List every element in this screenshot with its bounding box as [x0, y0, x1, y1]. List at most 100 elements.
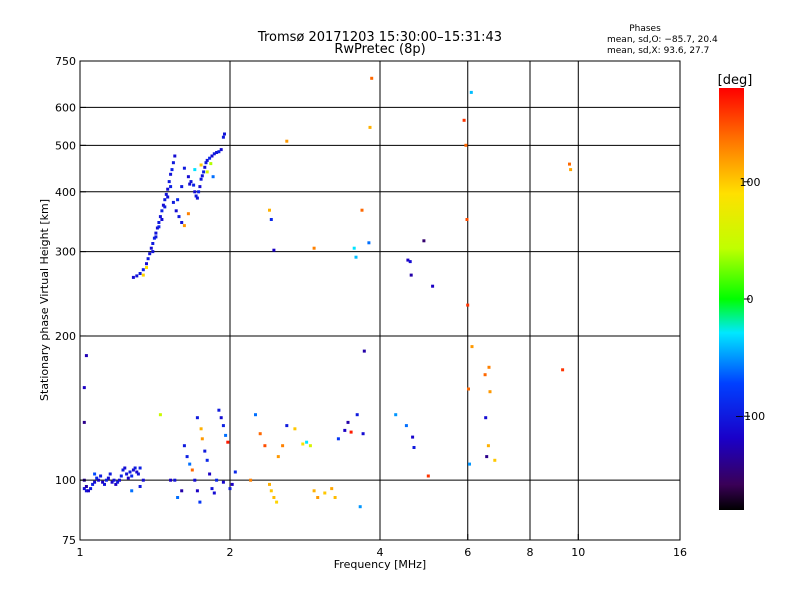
data-point: [226, 440, 230, 444]
data-point: [118, 478, 121, 482]
y-tick-label: 600: [55, 101, 76, 114]
data-point: [360, 208, 364, 212]
data-point: [84, 489, 88, 493]
data-point: [158, 215, 162, 219]
data-point: [409, 273, 413, 277]
data-point: [221, 480, 225, 484]
data-point: [470, 345, 474, 349]
data-point: [185, 455, 189, 459]
data-point: [426, 474, 430, 478]
data-point: [173, 154, 177, 158]
data-point: [99, 474, 103, 478]
colorbar-tick-label: −100: [735, 410, 765, 423]
chart-title: Tromsø 20171203 15:30:00–15:31:43: [257, 30, 502, 45]
colorbar-ticks: 100 0 −100: [735, 176, 765, 423]
data-point: [464, 143, 468, 147]
data-point: [146, 257, 150, 261]
data-point: [269, 218, 273, 221]
data-point: [194, 194, 198, 198]
x-tick-label: 2: [227, 546, 234, 559]
data-point: [173, 478, 177, 482]
data-point: [198, 185, 202, 189]
data-point: [212, 152, 216, 156]
data-point: [219, 416, 223, 420]
data-point: [208, 156, 212, 160]
data-point: [233, 470, 237, 474]
y-tick-label: 300: [55, 246, 76, 259]
data-point: [148, 252, 152, 256]
data-point: [333, 496, 337, 499]
data-point: [215, 151, 219, 154]
data-point: [209, 162, 213, 166]
data-point: [343, 428, 347, 432]
y-tick-label: 500: [55, 139, 76, 152]
data-point: [112, 478, 116, 482]
data-point: [263, 444, 267, 448]
data-point: [197, 190, 201, 194]
y-tick-label: 100: [55, 474, 76, 487]
data-point: [354, 255, 358, 259]
data-point: [169, 172, 173, 176]
data-point: [193, 168, 197, 172]
data-point: [258, 432, 262, 436]
data-point: [110, 480, 114, 484]
data-point: [272, 496, 276, 499]
data-point: [128, 470, 132, 474]
data-point: [154, 231, 158, 235]
data-point: [276, 455, 280, 459]
data-point: [217, 408, 221, 412]
data-point: [465, 218, 469, 221]
data-point: [95, 476, 99, 480]
data-points: [82, 76, 573, 509]
data-point: [217, 150, 221, 154]
data-point: [176, 198, 180, 202]
phases-x-mean: mean, sd,X: 93.6, 27.7: [607, 46, 709, 56]
data-point: [160, 218, 164, 221]
x-tick-label: 6: [464, 546, 471, 559]
data-point: [312, 489, 316, 493]
data-point: [301, 442, 305, 446]
x-axis-label: Frequency [MHz]: [334, 558, 426, 571]
data-point: [126, 476, 130, 480]
data-point: [180, 489, 184, 493]
data-point: [208, 472, 212, 476]
data-point: [349, 430, 353, 434]
data-point: [431, 284, 435, 288]
x-tick-label: 1: [77, 546, 84, 559]
data-point: [193, 190, 197, 194]
data-point: [408, 260, 412, 264]
data-point: [82, 420, 86, 424]
x-tick-label: 10: [571, 546, 585, 559]
data-point: [157, 225, 161, 229]
data-point: [269, 489, 273, 493]
data-point: [171, 161, 175, 165]
data-point: [221, 424, 225, 428]
data-point: [170, 168, 174, 172]
data-point: [486, 444, 490, 448]
data-point: [131, 468, 135, 472]
y-tick-label: 200: [55, 330, 76, 343]
data-point: [93, 472, 97, 476]
data-point: [221, 135, 225, 139]
data-point: [200, 174, 204, 178]
data-point: [219, 148, 223, 152]
data-point: [411, 435, 415, 439]
data-point: [177, 215, 181, 219]
data-point: [163, 198, 167, 202]
data-point: [223, 132, 226, 136]
data-point: [305, 440, 309, 444]
y-tick-label: 750: [55, 55, 76, 68]
data-point: [211, 175, 215, 179]
data-point: [406, 258, 410, 262]
data-point: [484, 416, 488, 420]
data-point: [249, 478, 253, 482]
x-tick-label: 16: [673, 546, 687, 559]
data-point: [205, 158, 209, 162]
data-point: [254, 413, 257, 417]
data-point: [160, 209, 164, 213]
data-point: [422, 239, 426, 243]
data-point: [104, 478, 108, 482]
data-point: [186, 212, 190, 216]
data-point: [230, 482, 234, 486]
